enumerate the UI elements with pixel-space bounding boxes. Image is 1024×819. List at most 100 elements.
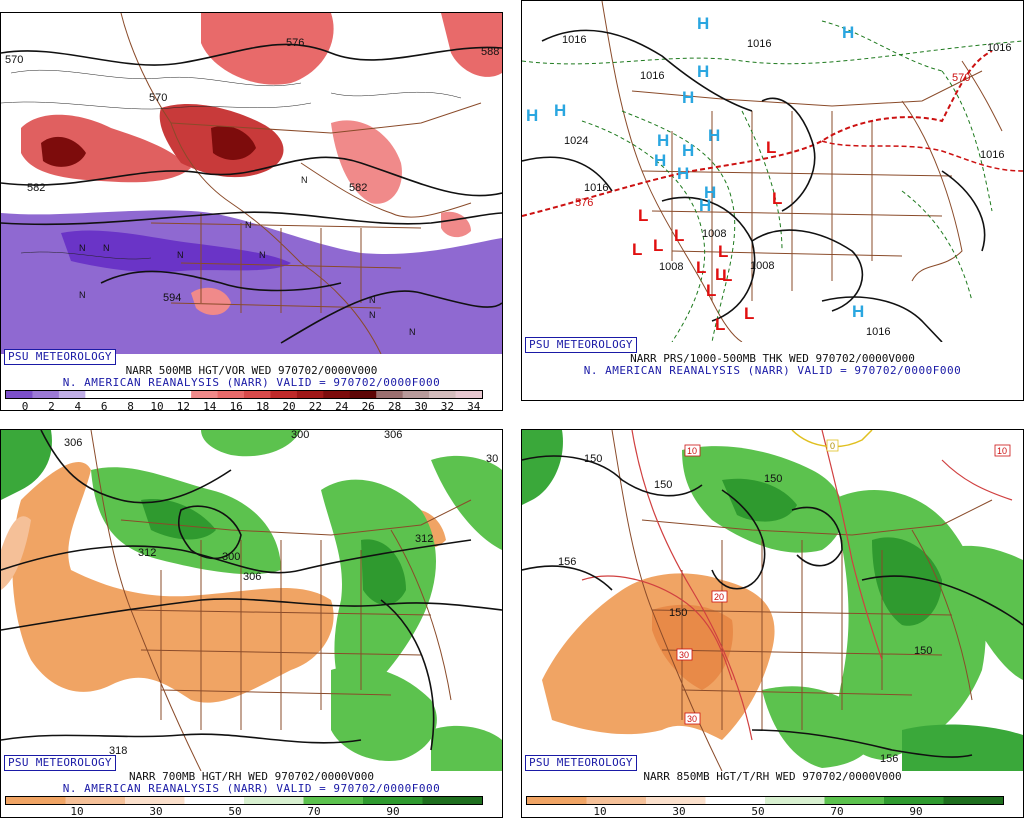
dry-region — [542, 573, 775, 740]
svg-text:L: L — [638, 206, 648, 225]
colorbar-swatch — [884, 797, 944, 804]
svg-text:H: H — [697, 62, 709, 81]
colorbar-swatch — [6, 391, 33, 398]
dry-region — [1, 516, 31, 590]
svg-text:N: N — [177, 250, 184, 260]
psu-meteorology-label: PSU METEOROLOGY — [4, 755, 116, 771]
political-borders — [601, 1, 1003, 342]
colorbar-swatch — [527, 797, 587, 804]
svg-text:312: 312 — [138, 547, 156, 559]
colorbar-tick-label: 16 — [229, 400, 243, 411]
colorbar-tick-label: 30 — [149, 805, 163, 818]
colorbar-tick-label: 50 — [228, 805, 242, 818]
colorbar-tick-label: 50 — [751, 805, 765, 818]
colorbar-swatch — [429, 391, 457, 398]
vorticity-contours — [1, 69, 462, 260]
positive-vorticity-region — [201, 13, 334, 85]
contour-labels: 306 300 306 30 312 300 306 312 318 — [64, 430, 498, 757]
svg-text:318: 318 — [109, 745, 127, 757]
svg-text:20: 20 — [714, 592, 724, 602]
isobars — [522, 29, 986, 342]
colorbar-swatch — [244, 391, 271, 398]
colorbar-swatch — [270, 391, 298, 398]
svg-text:570: 570 — [952, 72, 970, 84]
svg-text:H: H — [554, 101, 566, 120]
moist-region-core — [722, 478, 797, 522]
colorbar-tick-label: 18 — [255, 400, 270, 411]
svg-text:306: 306 — [384, 430, 402, 441]
svg-text:1016: 1016 — [584, 182, 608, 194]
colorbar-tick-label: 90 — [386, 805, 400, 818]
panel-subtitle: N. AMERICAN REANALYSIS (NARR) VALID = 97… — [62, 376, 441, 389]
contour-label: 582 — [27, 182, 45, 194]
colorbar-swatch — [85, 391, 113, 398]
svg-text:1008: 1008 — [659, 261, 683, 273]
thickness-576-contour — [821, 140, 1023, 172]
colorbar-tick-label: 12 — [176, 400, 191, 411]
panel-title: NARR 500MB HGT/VOR WED 970702/0000V000 — [125, 364, 378, 377]
svg-text:H: H — [708, 126, 720, 145]
svg-text:300: 300 — [222, 551, 240, 563]
svg-text:300: 300 — [291, 430, 309, 441]
colorbar-swatch — [138, 391, 166, 398]
moist-region — [431, 725, 502, 771]
vorticity-colorbar — [5, 390, 483, 399]
colorbar-tick-label: 90 — [909, 805, 923, 818]
svg-text:N: N — [245, 220, 252, 230]
svg-text:30: 30 — [486, 453, 498, 465]
svg-text:1016: 1016 — [866, 326, 890, 338]
svg-text:N: N — [79, 243, 86, 253]
colorbar-swatch — [6, 797, 66, 804]
svg-text:156: 156 — [558, 556, 576, 568]
dry-region — [12, 461, 334, 703]
colorbar-swatch — [303, 797, 364, 804]
svg-text:L: L — [744, 304, 754, 323]
contour-labels: 570 576 588 570 582 582 594 — [5, 37, 499, 304]
colorbar-tick-label: 70 — [307, 805, 321, 818]
svg-text:0: 0 — [830, 441, 835, 451]
colorbar-swatch — [705, 797, 766, 804]
svg-text:150: 150 — [764, 473, 782, 485]
svg-text:1008: 1008 — [750, 260, 774, 272]
moist-region — [201, 430, 301, 457]
colorbar-swatch — [765, 797, 825, 804]
svg-text:N: N — [409, 327, 416, 337]
rh-colorbar — [526, 796, 1004, 805]
psu-meteorology-label: PSU METEOROLOGY — [525, 337, 637, 353]
svg-text:150: 150 — [654, 479, 672, 491]
panel-title: NARR 850MB HGT/T/RH WED 970702/0000V000 — [643, 770, 902, 783]
moist-region-core — [872, 537, 942, 626]
svg-text:30: 30 — [679, 650, 689, 660]
colorbar-swatch — [402, 391, 430, 398]
rh-colorbar-ticks: 10 30 50 70 90 — [522, 805, 1022, 817]
svg-text:10: 10 — [997, 446, 1007, 456]
svg-text:H: H — [842, 23, 854, 42]
svg-text:1016: 1016 — [747, 38, 771, 50]
vorticity-minimum-markers: N N N N N N N N N N — [79, 175, 416, 337]
negative-vorticity-core — [61, 230, 291, 273]
positive-vorticity-region — [331, 120, 402, 204]
colorbar-tick-label: 34 — [467, 400, 481, 411]
svg-text:L: L — [674, 226, 684, 245]
colorbar-swatch — [376, 391, 404, 398]
panel-850mb-temp-rh: 150 150 156 150 150 150 156 10 10 20 30 … — [521, 429, 1024, 818]
svg-text:L: L — [632, 240, 642, 259]
height-contours — [1, 430, 502, 751]
svg-text:H: H — [677, 164, 689, 183]
svg-text:H: H — [699, 196, 711, 215]
svg-text:L: L — [718, 242, 728, 261]
colorbar-tick-label: 32 — [440, 400, 455, 411]
svg-text:H: H — [657, 131, 669, 150]
svg-text:1016: 1016 — [640, 70, 664, 82]
svg-text:N: N — [301, 175, 308, 185]
thickness-570-contour — [522, 50, 993, 217]
svg-text:150: 150 — [914, 645, 932, 657]
map-700mb-rh: 306 300 306 30 312 300 306 312 318 — [1, 430, 502, 771]
colorbar-swatch — [824, 797, 885, 804]
colorbar-tick-label: 2 — [48, 400, 55, 411]
contour-label: 588 — [481, 46, 499, 58]
svg-text:30: 30 — [687, 714, 697, 724]
panel-title: NARR 700MB HGT/RH WED 970702/0000V000 — [128, 770, 375, 783]
low-pressure-symbols: L L L L L L L L L L L L L — [632, 138, 782, 334]
colorbar-tick-label: 30 — [672, 805, 686, 818]
